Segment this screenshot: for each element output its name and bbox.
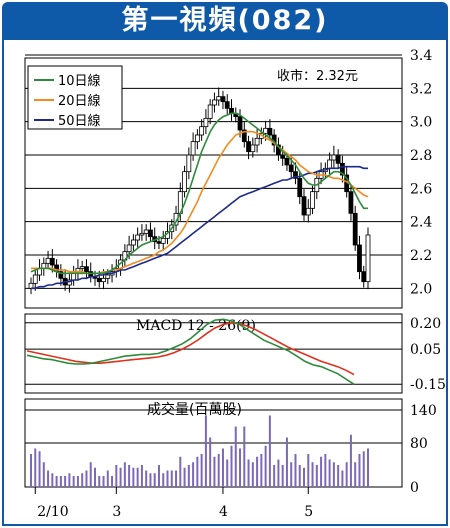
candle-body <box>335 154 341 164</box>
x-tick-label: 5 <box>304 504 313 520</box>
title-bar: 第一視頻(082) <box>2 2 448 40</box>
price-tick-label: 3.2 <box>410 81 432 97</box>
candle-body <box>45 257 51 264</box>
ma10-line <box>30 112 368 275</box>
candle-body <box>101 277 106 283</box>
macd-tick-label: 0.05 <box>410 342 441 358</box>
candle-body <box>135 234 141 241</box>
candle-body <box>246 141 251 153</box>
candle-body <box>348 191 354 214</box>
candle-body <box>84 266 89 273</box>
legend-label: 10日線 <box>58 73 101 89</box>
x-tick-label: 3 <box>112 504 121 520</box>
candle-body <box>190 141 196 156</box>
candle-body <box>156 241 162 244</box>
price-tick-label: 2.2 <box>410 248 432 264</box>
candle-body <box>361 271 367 283</box>
candle-body <box>79 266 85 269</box>
candle-body <box>126 244 132 253</box>
macd-panel-frame <box>24 313 403 394</box>
price-tick-label: 3.0 <box>410 115 432 131</box>
macd-line <box>26 318 355 385</box>
x-tick-label: 2/10 <box>37 504 68 520</box>
candle-body <box>237 116 243 131</box>
candle-body <box>224 101 230 109</box>
candle-body <box>194 134 200 143</box>
macd-tick-label: -0.15 <box>410 377 446 393</box>
candle-body <box>143 229 149 234</box>
candle-body <box>331 154 337 161</box>
axes: 2/10 3 4 5 <box>34 487 313 520</box>
candle-body <box>212 99 217 106</box>
candle-body <box>263 127 269 134</box>
candle-body <box>49 257 55 266</box>
legend-label: 50日線 <box>58 113 101 129</box>
candle-body <box>139 232 145 236</box>
candle-body <box>293 171 298 179</box>
candle-body <box>352 212 358 246</box>
candle-body <box>105 274 111 279</box>
candle-body <box>182 171 187 193</box>
candle-body <box>310 191 315 209</box>
macd-panel: 0.20 0.05 -0.15 MACD 12 - 26(9) <box>24 313 446 394</box>
x-tick-label: 4 <box>219 504 228 520</box>
candle-body <box>220 96 226 103</box>
macd-tick-label: 0.20 <box>410 316 441 332</box>
candle-body <box>305 207 311 216</box>
candle-body <box>340 162 345 176</box>
candle-body <box>327 159 333 169</box>
price-tick-label: 3.4 <box>410 48 432 64</box>
candle-body <box>203 117 209 128</box>
candle-body <box>148 229 153 238</box>
volume-tick-label: 0 <box>410 480 419 496</box>
candle-body <box>186 154 192 173</box>
candle-body <box>365 234 371 283</box>
candle-body <box>250 144 256 153</box>
ma20-line <box>31 130 369 275</box>
price-tick-label: 2.8 <box>410 148 432 164</box>
volume-panel: 140 80 0 成交量(百萬股) <box>24 398 437 496</box>
candle-body <box>58 271 64 279</box>
candle-body <box>357 244 362 273</box>
candle-body <box>199 126 205 136</box>
macd-title: MACD 12 - 26(9) <box>136 318 256 334</box>
candle-body <box>32 274 38 284</box>
price-panel: 3.4 3.2 3.0 2.8 2.6 2.4 2.2 2.0 10日線 20日線 50日線 收市：2… <box>24 48 432 309</box>
candle-body <box>130 239 136 246</box>
legend-box <box>27 65 123 130</box>
outer-border <box>2 40 448 526</box>
candle-body <box>301 196 307 216</box>
macd-signal-line <box>26 321 355 376</box>
price-tick-label: 2.4 <box>410 215 432 231</box>
candle-body <box>71 272 77 281</box>
candle-body <box>297 177 303 198</box>
candle-body <box>280 154 286 159</box>
candle-body <box>267 127 273 136</box>
volume-title: 成交量(百萬股) <box>147 401 242 418</box>
candle-body <box>216 96 222 101</box>
candle-body <box>241 129 247 143</box>
candle-body <box>96 277 102 283</box>
candle-body <box>160 237 166 244</box>
candle-body <box>288 164 294 173</box>
close-price-annotation: 收市：2.32元 <box>277 68 358 84</box>
volume-tick-label: 80 <box>410 436 428 452</box>
legend-label: 20日線 <box>58 93 101 109</box>
price-tick-label: 2.6 <box>410 181 432 197</box>
chart-title: 第一視頻(082) <box>121 5 329 36</box>
price-tick-label: 2.0 <box>410 281 432 297</box>
candle-body <box>254 137 260 146</box>
candle-body <box>207 104 213 119</box>
volume-tick-label: 140 <box>410 403 437 419</box>
candle-body <box>284 157 290 166</box>
price-panel-frame <box>24 57 403 309</box>
